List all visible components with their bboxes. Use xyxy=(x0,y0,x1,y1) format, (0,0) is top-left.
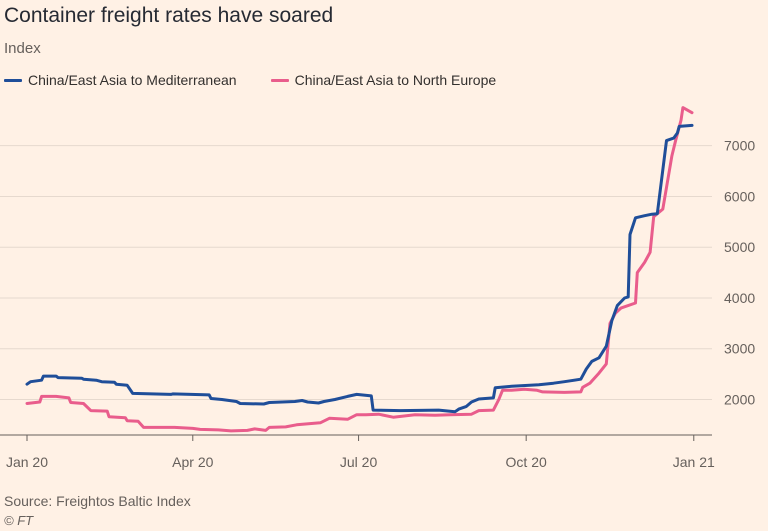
legend-item-north-europe: China/East Asia to North Europe xyxy=(270,72,497,88)
copyright-note: © FT xyxy=(4,513,34,528)
chart-subtitle: Index xyxy=(4,40,41,57)
legend-swatch-north-europe xyxy=(270,78,289,82)
x-tick-label: Jan 21 xyxy=(673,454,715,470)
x-tick-label: Oct 20 xyxy=(506,454,547,470)
legend-swatch-mediterranean xyxy=(4,78,22,82)
y-tick-label: 6000 xyxy=(724,188,755,204)
legend-item-mediterranean: China/East Asia to Mediterranean xyxy=(4,72,237,88)
x-axis: Jan 20 Apr 20 Jul 20 Oct 20 Jan 21 xyxy=(0,434,715,470)
series-line-mediterranean xyxy=(25,123,694,414)
y-tick-label: 4000 xyxy=(724,290,755,306)
y-tick-label: 2000 xyxy=(724,391,755,407)
source-note: Source: Freightos Baltic Index xyxy=(4,493,191,509)
chart-title: Container freight rates have soared xyxy=(4,4,334,27)
y-axis: 2000 3000 4000 5000 6000 7000 xyxy=(724,138,755,408)
x-tick-label: Jan 20 xyxy=(6,454,48,470)
x-tick-label: Apr 20 xyxy=(172,454,213,470)
legend-label-north-europe: China/East Asia to North Europe xyxy=(294,72,497,88)
y-tick-label: 3000 xyxy=(724,341,755,357)
y-tick-label: 7000 xyxy=(724,138,755,154)
chart-legend: China/East Asia to Mediterranean China/E… xyxy=(4,72,496,88)
series-line-north-europe xyxy=(25,106,694,433)
x-tick-label: Jul 20 xyxy=(340,454,378,470)
series-lines xyxy=(25,106,694,433)
legend-label-mediterranean: China/East Asia to Mediterranean xyxy=(28,72,237,88)
y-tick-label: 5000 xyxy=(724,239,755,255)
gridlines xyxy=(0,145,712,400)
